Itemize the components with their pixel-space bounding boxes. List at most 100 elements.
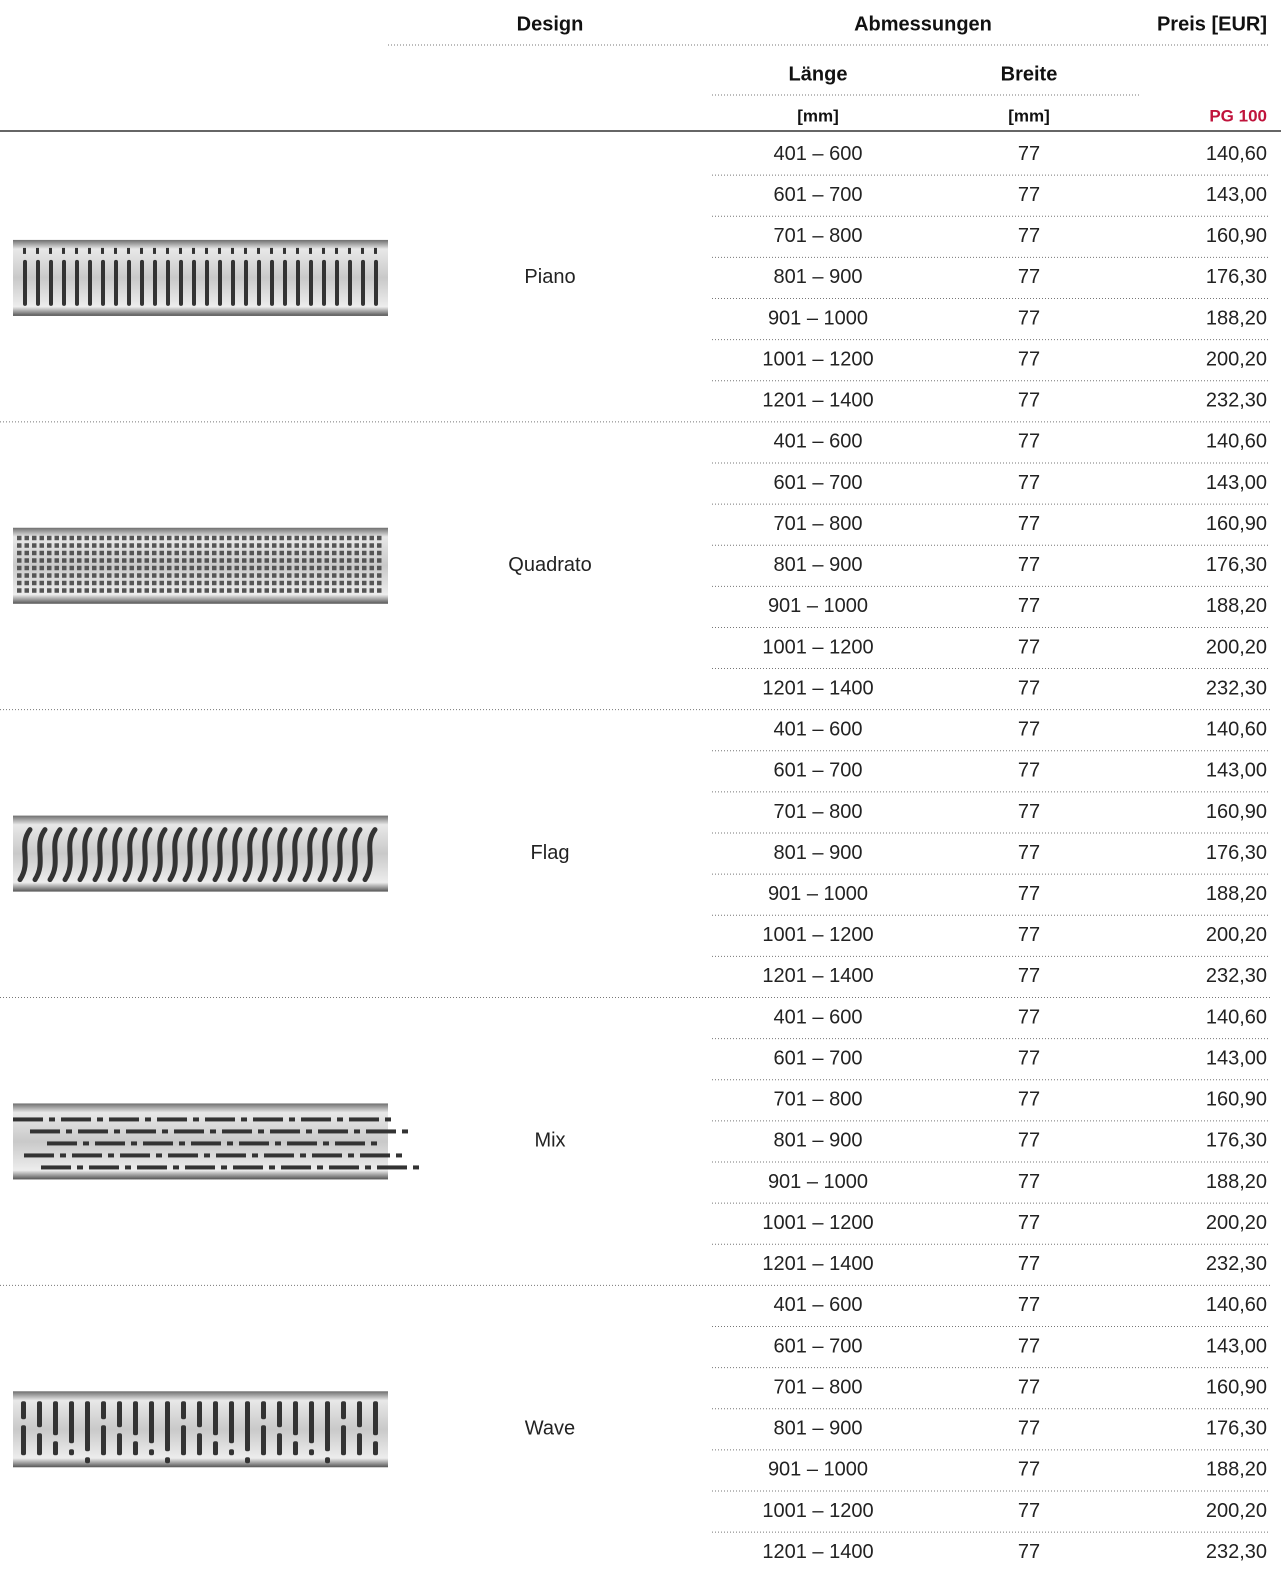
hole	[212, 565, 217, 571]
hole	[144, 535, 149, 541]
hole	[377, 558, 382, 563]
slot	[127, 259, 131, 306]
hole	[339, 550, 344, 556]
hole	[249, 588, 254, 593]
hole	[54, 565, 59, 571]
hole	[54, 550, 59, 556]
slot	[37, 1401, 42, 1428]
dash	[168, 1153, 198, 1158]
price: 176,30	[1206, 554, 1267, 576]
slot	[62, 247, 65, 254]
hole	[107, 580, 112, 586]
slot	[373, 1441, 378, 1456]
wave-slot	[32, 827, 48, 883]
slot	[213, 1401, 218, 1436]
width: 77	[1018, 307, 1040, 329]
design-name: Quadrato	[508, 554, 591, 576]
hole	[189, 535, 194, 541]
hole	[69, 558, 74, 563]
hole	[167, 588, 172, 593]
wave-slot	[47, 827, 63, 883]
hole	[174, 558, 179, 563]
price: 176,30	[1206, 266, 1267, 288]
length: 801 – 900	[774, 266, 863, 288]
hole	[122, 558, 127, 563]
price: 232,30	[1206, 1253, 1267, 1275]
hole	[362, 543, 367, 548]
slot	[49, 259, 53, 306]
dash	[385, 1117, 391, 1122]
hole	[54, 543, 59, 548]
hole	[212, 573, 217, 578]
slot	[101, 1401, 106, 1420]
price: 188,20	[1206, 595, 1267, 617]
slot	[218, 247, 221, 254]
hole	[302, 588, 307, 593]
hole	[159, 580, 164, 586]
hole	[129, 535, 134, 541]
dash	[222, 1129, 252, 1134]
dash	[204, 1153, 210, 1158]
wave-slot	[122, 827, 138, 883]
hole	[62, 573, 67, 578]
slot	[49, 247, 52, 254]
hole	[302, 558, 307, 563]
slot	[153, 259, 157, 306]
width: 77	[1018, 965, 1040, 987]
hole	[234, 558, 239, 563]
slot	[293, 1441, 298, 1456]
hole	[92, 565, 97, 571]
dash	[120, 1153, 150, 1158]
hole	[174, 588, 179, 593]
hole	[62, 550, 67, 556]
length: 701 – 800	[774, 1376, 863, 1398]
hole	[242, 565, 247, 571]
price: 140,60	[1206, 1294, 1267, 1316]
width: 77	[1018, 1335, 1040, 1357]
length: 1201 – 1400	[762, 1541, 873, 1563]
wave-slot	[257, 827, 273, 883]
length: 1201 – 1400	[762, 677, 873, 699]
slot	[62, 259, 66, 306]
hole	[84, 558, 89, 563]
hole	[249, 543, 254, 548]
wave-slot	[107, 827, 123, 883]
hole	[332, 588, 337, 593]
slot	[69, 1449, 74, 1456]
hole	[62, 588, 67, 593]
hole	[302, 550, 307, 556]
hole	[167, 535, 172, 541]
price: 232,30	[1206, 965, 1267, 987]
hole	[24, 550, 29, 556]
hole	[377, 573, 382, 578]
hole	[354, 565, 359, 571]
hole	[24, 535, 29, 541]
slot	[36, 247, 39, 254]
dash	[131, 1141, 137, 1146]
price: 140,60	[1206, 143, 1267, 165]
product-image	[13, 815, 388, 892]
length: 701 – 800	[774, 225, 863, 247]
hole	[347, 535, 352, 541]
hole	[182, 588, 187, 593]
width: 77	[1018, 1006, 1040, 1028]
dash	[233, 1165, 263, 1170]
hole	[152, 573, 157, 578]
length: 401 – 600	[774, 143, 863, 165]
hole	[159, 535, 164, 541]
hole	[354, 573, 359, 578]
hole	[354, 588, 359, 593]
hole	[324, 558, 329, 563]
price: 160,90	[1206, 1089, 1267, 1111]
hole	[317, 558, 322, 563]
hole	[77, 588, 82, 593]
slot	[88, 247, 91, 254]
dash	[210, 1129, 216, 1134]
width: 77	[1018, 184, 1040, 206]
slot	[117, 1433, 122, 1456]
hole	[369, 573, 374, 578]
hole	[264, 558, 269, 563]
slot	[85, 1457, 90, 1464]
slot	[335, 247, 338, 254]
length: 1001 – 1200	[762, 924, 873, 946]
